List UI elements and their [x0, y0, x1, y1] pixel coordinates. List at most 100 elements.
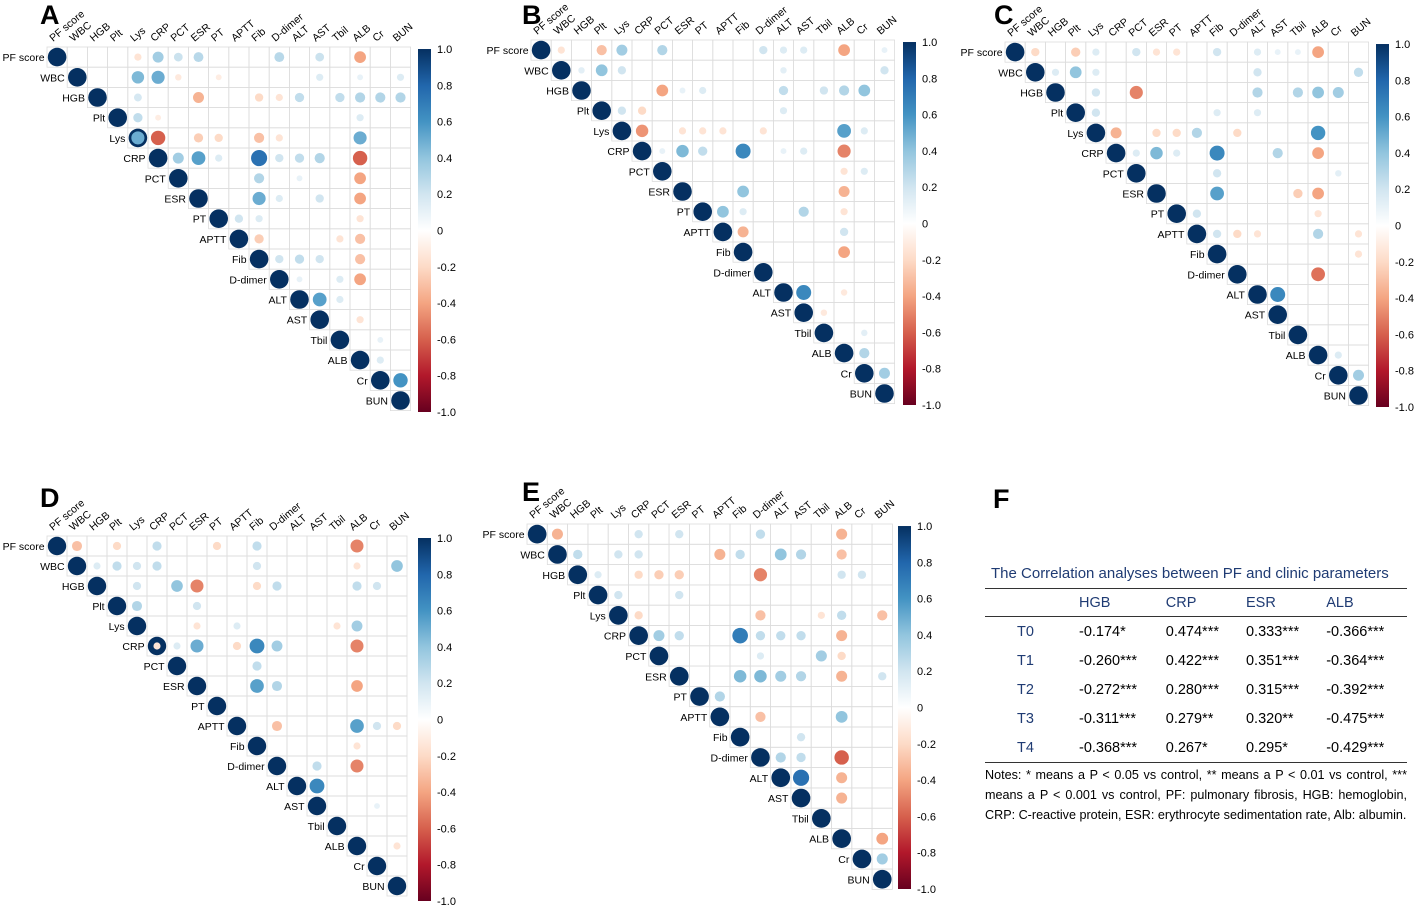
colorbar-tick-label: 0 [1395, 221, 1401, 233]
corr-circle-d-dimer-alb [834, 750, 849, 765]
diagonal-circle-ast [791, 788, 811, 808]
grid-cell [288, 107, 310, 129]
grid-cell [833, 59, 855, 81]
diagonal-circle-tbil [1288, 325, 1308, 345]
grid-cell [607, 523, 629, 545]
corr-circle-hgb-cr [375, 92, 386, 103]
corr-circle-crp-alt [780, 148, 787, 155]
grid-cell [1347, 304, 1369, 326]
col-label-ast: AST [1268, 17, 1292, 40]
row-label-crp: CRP [123, 153, 145, 165]
grid-cell [793, 180, 815, 202]
corr-circle-cr-bun [879, 367, 890, 379]
corr-circle-fib-ast [796, 732, 806, 742]
grid-cell [186, 655, 208, 677]
corr-circle-plt-esr [192, 601, 202, 611]
grid-cell [1347, 142, 1369, 164]
corr-circle-fib-alt [294, 254, 305, 264]
diagonal-circle-pt [690, 687, 709, 706]
corr-circle-pf-score-alt [779, 46, 788, 54]
corr-circle-pt-aptt [1192, 209, 1202, 218]
grid-cell [206, 595, 228, 617]
grid-cell [146, 615, 168, 637]
corr-circle-pf-score-esr [193, 52, 204, 63]
corr-circle-pct-fib [1212, 169, 1222, 178]
row-label-hgb: HGB [62, 581, 85, 593]
grid-cell [871, 543, 893, 566]
corr-circle-crp-alb [836, 630, 848, 642]
grid-cell [87, 46, 109, 68]
grid-cell [709, 645, 731, 667]
diagonal-circle-hgb [88, 88, 107, 107]
col-label-cr: Cr [855, 21, 872, 38]
row-label-esr: ESR [645, 671, 667, 683]
grid-cell [1186, 142, 1208, 164]
corr-circle-wbc-lys [1092, 68, 1100, 76]
colorbar-tick-label: 0 [437, 226, 443, 238]
table-cell: 0.333*** [1245, 623, 1300, 640]
grid-cell [851, 787, 873, 809]
grid-cell [871, 868, 893, 890]
diagonal-circle-plt [1066, 103, 1085, 122]
row-label-plt: Plt [92, 601, 104, 613]
grid-cell [246, 615, 268, 637]
grid-cell [851, 523, 873, 545]
corr-circle-lys-alb [837, 124, 851, 138]
corr-circle-tbil-cr [377, 336, 384, 343]
table-cell: 0.295* [1239, 733, 1321, 763]
corr-circle-hgb-d-dimer [275, 93, 283, 102]
grid-cell [1125, 122, 1147, 144]
col-label-hgb: HGB [87, 509, 112, 533]
grid-cell [386, 735, 408, 757]
grid-cell [366, 655, 388, 677]
corr-circle-hgb-cr [857, 570, 867, 579]
corr-circle-lys-tbil [333, 622, 341, 630]
grid-cell [326, 795, 348, 817]
corr-circle-esr-d-dimer [754, 669, 767, 683]
corr-circle-wbc-fib [735, 549, 745, 560]
diagonal-circle-crp [632, 141, 652, 161]
corr-circle-plt-alt [779, 107, 788, 115]
grid-cell [851, 767, 873, 789]
corr-circle-hgb-lys [1091, 88, 1101, 97]
corr-circle-aptt-d-dimer [271, 720, 283, 732]
diagonal-circle-crp [148, 148, 168, 168]
grid-cell [851, 807, 873, 829]
grid-cell [712, 140, 734, 162]
grid-cell [1166, 182, 1188, 204]
grid-cell [266, 695, 288, 717]
corr-circle-alb-cr [1334, 351, 1342, 359]
diagonal-circle-cr [367, 856, 387, 876]
grid-cell [772, 160, 794, 182]
correlation-table-panel: The Correlation analyses between PF and … [985, 560, 1407, 825]
diagonal-circle-bun [387, 876, 407, 896]
grid-cell [851, 665, 873, 687]
grid-cell [692, 39, 714, 61]
colorbar-tick-label: -0.4 [1395, 293, 1414, 305]
grid-cell [749, 584, 771, 606]
colorbar-tick-label: 0.8 [437, 80, 452, 92]
corr-circle-lys-aptt [1191, 127, 1202, 138]
grid-cell [770, 564, 792, 586]
grid-cell [668, 604, 690, 626]
grid-cell [790, 685, 812, 708]
corr-circle-aptt-d-dimer [755, 711, 766, 722]
grid-cell [66, 46, 88, 68]
grid-cell [851, 726, 873, 748]
corr-circle-hgb-pt [699, 86, 707, 95]
grid-cell [147, 87, 169, 109]
grid-cell [873, 120, 895, 142]
grid-cell [226, 535, 248, 557]
grid-cell [688, 584, 711, 606]
diagonal-circle-ast [310, 310, 329, 329]
grid-cell [1327, 122, 1349, 144]
corr-circle-wbc-plt [595, 64, 608, 77]
col-label-cr: Cr [1329, 23, 1346, 40]
grid-cell [346, 815, 368, 837]
corr-circle-plt-lys [133, 113, 143, 123]
col-label-crp: CRP [1106, 16, 1131, 39]
corr-circle-lys-aptt [719, 127, 727, 135]
corr-circle-wbc-alt [780, 67, 787, 74]
grid-cell [1327, 263, 1349, 285]
